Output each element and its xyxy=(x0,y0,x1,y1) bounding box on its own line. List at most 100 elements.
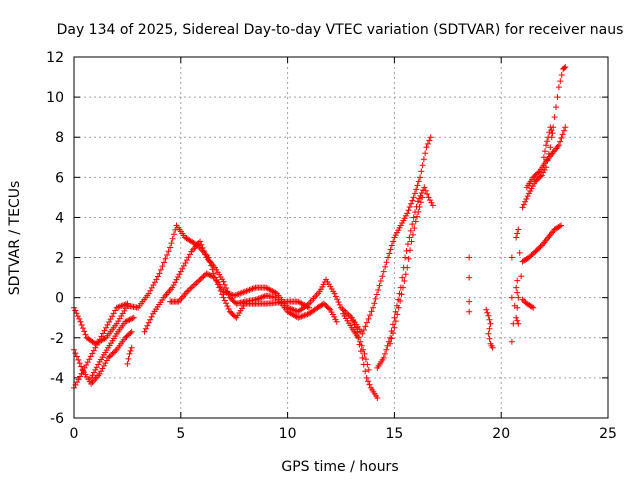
data-point xyxy=(420,156,427,163)
data-point xyxy=(202,251,209,258)
data-point xyxy=(365,378,372,385)
data-point xyxy=(203,270,210,277)
data-point xyxy=(424,191,431,198)
data-point xyxy=(224,303,231,310)
data-point xyxy=(200,248,207,255)
data-point xyxy=(466,274,473,281)
plot-frame xyxy=(73,56,609,419)
data-point xyxy=(176,271,183,278)
data-point xyxy=(520,298,527,305)
data-point xyxy=(537,173,544,180)
data-point xyxy=(545,134,552,141)
data-point xyxy=(110,349,117,356)
data-point xyxy=(383,346,390,353)
data-point xyxy=(362,356,369,363)
data-point xyxy=(508,338,515,345)
data-point xyxy=(72,350,79,357)
data-point xyxy=(405,207,412,214)
data-point xyxy=(486,316,493,323)
data-point xyxy=(549,130,556,137)
data-point xyxy=(522,198,529,205)
data-point xyxy=(406,204,413,211)
y-tick-label: -4 xyxy=(50,371,64,387)
data-point xyxy=(198,241,205,248)
data-point xyxy=(391,324,398,331)
data-point xyxy=(514,317,521,324)
y-tick-label: 2 xyxy=(55,251,64,267)
data-point xyxy=(514,304,521,311)
data-point xyxy=(126,350,133,357)
data-point xyxy=(540,154,547,161)
data-point xyxy=(420,187,427,194)
data-point xyxy=(164,251,171,258)
data-point xyxy=(389,330,396,337)
data-point xyxy=(411,225,418,232)
data-point xyxy=(404,241,411,248)
data-point xyxy=(543,142,550,149)
data-point xyxy=(334,296,341,303)
x-tick-label: 15 xyxy=(385,426,403,442)
data-point xyxy=(197,238,204,245)
data-point xyxy=(402,271,409,278)
data-point xyxy=(73,353,80,360)
data-point xyxy=(99,365,106,372)
data-point xyxy=(398,291,405,298)
y-tick-label: -6 xyxy=(50,411,64,427)
data-point xyxy=(486,335,493,342)
data-point xyxy=(548,127,555,134)
data-point xyxy=(387,246,394,253)
data-point xyxy=(93,364,100,371)
data-point xyxy=(161,259,168,266)
data-point xyxy=(520,201,527,208)
data-point xyxy=(397,298,404,305)
data-point xyxy=(415,178,422,185)
data-point xyxy=(147,316,154,323)
data-point xyxy=(366,312,373,319)
data-point xyxy=(379,273,386,280)
series-trackE xyxy=(124,344,135,367)
series-trackG xyxy=(167,270,312,321)
data-point xyxy=(129,315,136,322)
data-point xyxy=(145,319,152,326)
series-trackH xyxy=(340,310,381,401)
data-point xyxy=(513,284,520,291)
data-point xyxy=(421,184,428,191)
data-point xyxy=(206,271,213,278)
data-point xyxy=(403,247,410,254)
data-point xyxy=(167,244,174,251)
data-point xyxy=(305,304,312,311)
data-point xyxy=(371,300,378,307)
data-point xyxy=(530,304,537,311)
x-tick-label: 20 xyxy=(492,426,510,442)
data-point xyxy=(422,187,429,194)
data-points xyxy=(71,64,569,401)
chart-title: Day 134 of 2025, Sidereal Day-to-day VTE… xyxy=(57,22,624,38)
data-point xyxy=(384,254,391,261)
data-point xyxy=(513,234,520,241)
data-point xyxy=(524,193,531,200)
data-point xyxy=(73,310,80,317)
y-tick-label: 12 xyxy=(46,50,64,66)
data-point xyxy=(508,294,515,301)
data-point xyxy=(331,290,338,297)
data-point xyxy=(485,330,492,337)
data-point xyxy=(225,305,232,312)
data-point xyxy=(124,360,131,367)
data-point xyxy=(223,300,230,307)
series-trackC xyxy=(71,300,131,391)
data-point xyxy=(402,254,409,261)
data-point xyxy=(172,279,179,286)
data-point xyxy=(219,291,226,298)
data-point xyxy=(326,305,333,312)
data-point xyxy=(361,350,368,357)
data-point xyxy=(112,348,119,355)
data-point xyxy=(210,273,217,280)
data-point xyxy=(483,306,490,313)
data-point xyxy=(380,354,387,361)
data-point xyxy=(125,355,132,362)
data-point xyxy=(224,288,231,295)
series-trackI xyxy=(348,314,372,373)
data-point xyxy=(389,321,396,328)
data-point xyxy=(214,281,221,288)
